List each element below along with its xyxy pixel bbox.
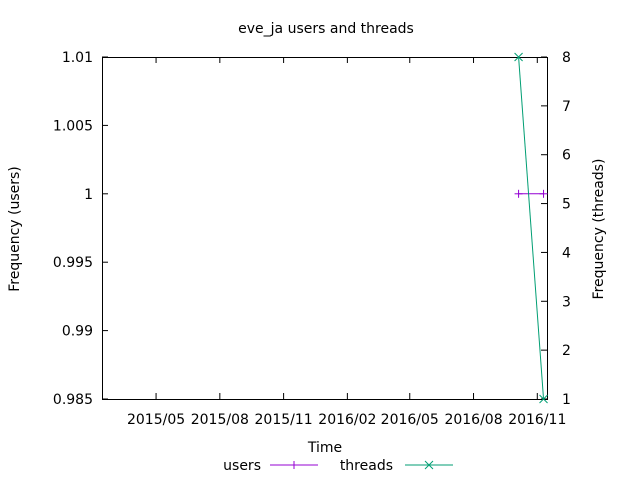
- legend-label: threads: [340, 458, 393, 474]
- y2-tick-label: 7: [562, 99, 571, 115]
- series-users: [514, 189, 548, 198]
- y-tick-label: 0.985: [53, 392, 93, 408]
- y-tick-label: 1: [84, 187, 93, 203]
- y-tick-label: 1.005: [53, 118, 93, 134]
- x-axis-label: Time: [307, 440, 342, 456]
- legend-item-threads: threads: [340, 458, 453, 474]
- y-tick-label: 0.995: [53, 255, 93, 271]
- x-tick-label: 2016/11: [508, 412, 566, 428]
- y2-axis-label: Frequency (threads): [591, 159, 607, 300]
- legend-label: users: [223, 458, 261, 474]
- y-tick-label: 1.01: [62, 50, 93, 66]
- y2-tick-label: 2: [562, 343, 571, 359]
- legend-item-users: users: [223, 458, 318, 474]
- legend: users threads: [223, 458, 453, 474]
- series-line-threads: [518, 56, 545, 400]
- x-tick-label: 2015/08: [191, 412, 249, 428]
- series-threads: [514, 52, 548, 404]
- x-tick-label: 2016/02: [318, 412, 376, 428]
- y2-tick-label: 3: [562, 294, 571, 310]
- y-axis-right: 1 2 3 4 5 6 7 8: [541, 50, 571, 408]
- x-tick-label: 2016/08: [444, 412, 502, 428]
- y2-tick-label: 6: [562, 148, 571, 164]
- plot-area-border: [102, 57, 548, 400]
- data-point-users: [539, 189, 548, 198]
- x-tick-label: 2016/05: [381, 412, 439, 428]
- legend-marker: [290, 461, 298, 469]
- y2-tick-label: 4: [562, 245, 571, 261]
- data-point-users: [514, 189, 523, 198]
- x-tick-label: 2015/11: [255, 412, 313, 428]
- legend-marker: [424, 460, 434, 470]
- y2-tick-label: 1: [562, 392, 571, 408]
- x-tick-label: 2015/05: [127, 412, 185, 428]
- x-axis: 2015/05 2015/08 2015/11 2016/02 2016/05 2016/…: [127, 57, 566, 428]
- chart-title: eve_ja users and threads: [238, 21, 414, 37]
- data-point-threads: [514, 52, 523, 62]
- y2-tick-label: 5: [562, 197, 571, 213]
- y-axis-left: 0.985 0.99 0.995 1 1.005 1.01: [53, 50, 108, 408]
- y-axis-label: Frequency (users): [7, 166, 23, 292]
- series-layer: [514, 52, 548, 404]
- data-point-threads: [539, 394, 548, 404]
- y-tick-label: 0.99: [62, 324, 93, 340]
- y2-tick-label: 8: [562, 50, 571, 66]
